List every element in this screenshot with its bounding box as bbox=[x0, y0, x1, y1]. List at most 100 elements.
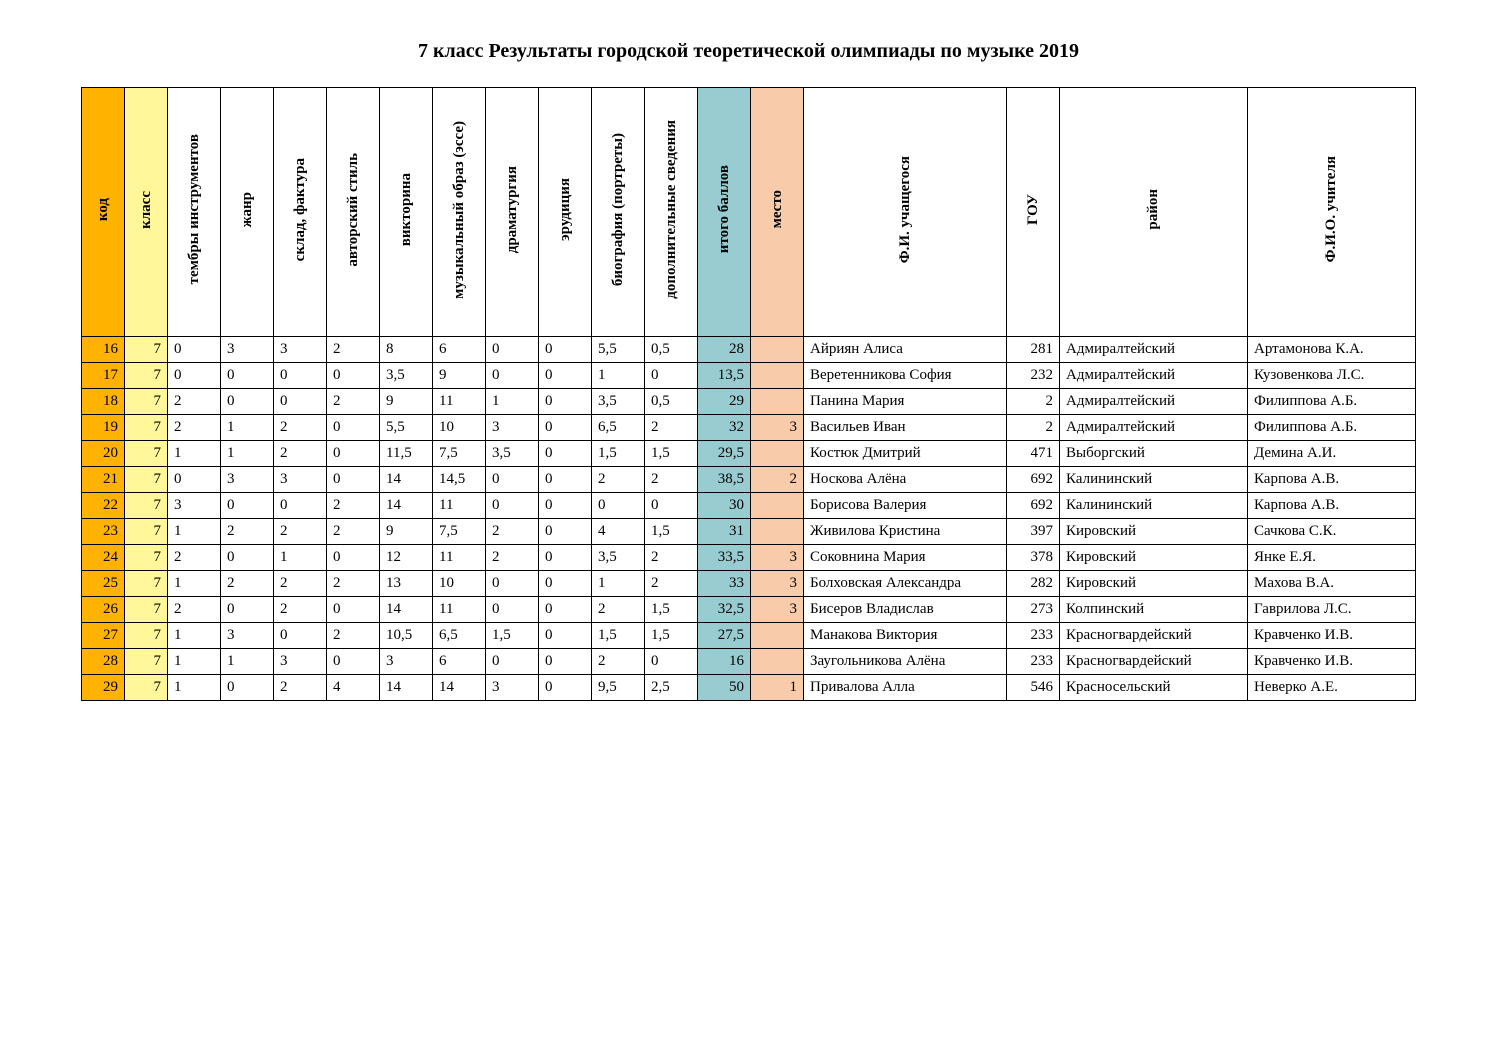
cell-itogo: 27,5 bbox=[698, 623, 751, 649]
cell-c3: 2 bbox=[274, 597, 327, 623]
cell-mesto: 2 bbox=[751, 467, 804, 493]
cell-gou: 232 bbox=[1007, 363, 1060, 389]
column-header-c9: биография (портреты) bbox=[592, 88, 645, 337]
cell-kod: 20 bbox=[82, 441, 125, 467]
cell-klass: 7 bbox=[125, 519, 168, 545]
column-header-c8: эрудиция bbox=[539, 88, 592, 337]
table-header-row: кодкласстембры инструментовжанрсклад, фа… bbox=[82, 88, 1416, 337]
cell-kod: 28 bbox=[82, 649, 125, 675]
cell-c5: 11,5 bbox=[380, 441, 433, 467]
cell-c3: 0 bbox=[274, 493, 327, 519]
cell-c5: 9 bbox=[380, 519, 433, 545]
cell-rayon: Адмиралтейский bbox=[1060, 389, 1248, 415]
cell-c5: 14 bbox=[380, 467, 433, 493]
table-row: 237122297,52041,531Живилова Кристина397К… bbox=[82, 519, 1416, 545]
cell-c2: 0 bbox=[221, 545, 274, 571]
cell-gou: 281 bbox=[1007, 337, 1060, 363]
column-header-c5: викторина bbox=[380, 88, 433, 337]
cell-kod: 25 bbox=[82, 571, 125, 597]
cell-gou: 233 bbox=[1007, 623, 1060, 649]
column-header-label: музыкальный образ (эссе) bbox=[452, 117, 467, 303]
cell-c10: 1,5 bbox=[645, 623, 698, 649]
table-row: 287113036002016Заугольникова Алёна233Кра… bbox=[82, 649, 1416, 675]
table-row: 207112011,57,53,501,51,529,5Костюк Дмитр… bbox=[82, 441, 1416, 467]
cell-c8: 0 bbox=[539, 415, 592, 441]
cell-c6: 10 bbox=[433, 415, 486, 441]
cell-student: Носкова Алёна bbox=[804, 467, 1007, 493]
column-header-label: драматургия bbox=[505, 162, 520, 257]
table-row: 21703301414,5002238,52Носкова Алёна692Ка… bbox=[82, 467, 1416, 493]
cell-c8: 0 bbox=[539, 597, 592, 623]
cell-c8: 0 bbox=[539, 623, 592, 649]
cell-mesto: 3 bbox=[751, 415, 804, 441]
cell-c7: 0 bbox=[486, 649, 539, 675]
cell-itogo: 16 bbox=[698, 649, 751, 675]
cell-c10: 1,5 bbox=[645, 441, 698, 467]
cell-c10: 2 bbox=[645, 415, 698, 441]
cell-gou: 471 bbox=[1007, 441, 1060, 467]
cell-c5: 5,5 bbox=[380, 415, 433, 441]
cell-c6: 11 bbox=[433, 389, 486, 415]
cell-student: Живилова Кристина bbox=[804, 519, 1007, 545]
cell-c8: 0 bbox=[539, 337, 592, 363]
cell-c3: 2 bbox=[274, 571, 327, 597]
cell-student: Борисова Валерия bbox=[804, 493, 1007, 519]
cell-c7: 3,5 bbox=[486, 441, 539, 467]
column-header-itogo: итого баллов bbox=[698, 88, 751, 337]
cell-teacher: Неверко А.Е. bbox=[1248, 675, 1416, 701]
cell-mesto bbox=[751, 363, 804, 389]
column-header-label: тембры инструментов bbox=[187, 130, 202, 288]
cell-mesto bbox=[751, 649, 804, 675]
cell-gou: 2 bbox=[1007, 415, 1060, 441]
cell-c7: 0 bbox=[486, 363, 539, 389]
cell-c7: 0 bbox=[486, 571, 539, 597]
cell-c4: 0 bbox=[327, 415, 380, 441]
cell-c8: 0 bbox=[539, 675, 592, 701]
cell-c1: 0 bbox=[168, 337, 221, 363]
cell-c9: 5,5 bbox=[592, 337, 645, 363]
cell-c8: 0 bbox=[539, 363, 592, 389]
cell-klass: 7 bbox=[125, 597, 168, 623]
cell-c2: 0 bbox=[221, 675, 274, 701]
cell-c2: 1 bbox=[221, 649, 274, 675]
table-row: 277130210,56,51,501,51,527,5Манакова Вик… bbox=[82, 623, 1416, 649]
cell-itogo: 30 bbox=[698, 493, 751, 519]
cell-mesto bbox=[751, 623, 804, 649]
table-row: 19721205,510306,52323Васильев Иван2Адмир… bbox=[82, 415, 1416, 441]
table-row: 22730021411000030Борисова Валерия692Кали… bbox=[82, 493, 1416, 519]
column-header-student: Ф.И. учащегося bbox=[804, 88, 1007, 337]
cell-c10: 1,5 bbox=[645, 519, 698, 545]
cell-student: Манакова Виктория bbox=[804, 623, 1007, 649]
column-header-label: ГОУ bbox=[1026, 190, 1041, 229]
cell-c4: 0 bbox=[327, 597, 380, 623]
cell-c3: 3 bbox=[274, 467, 327, 493]
cell-mesto: 3 bbox=[751, 545, 804, 571]
cell-c8: 0 bbox=[539, 545, 592, 571]
cell-student: Костюк Дмитрий bbox=[804, 441, 1007, 467]
results-table: кодкласстембры инструментовжанрсклад, фа… bbox=[81, 87, 1416, 701]
cell-c1: 1 bbox=[168, 649, 221, 675]
cell-rayon: Калининский bbox=[1060, 493, 1248, 519]
cell-klass: 7 bbox=[125, 389, 168, 415]
cell-c1: 2 bbox=[168, 545, 221, 571]
cell-c10: 2,5 bbox=[645, 675, 698, 701]
cell-c8: 0 bbox=[539, 649, 592, 675]
cell-c9: 1,5 bbox=[592, 441, 645, 467]
cell-c7: 1 bbox=[486, 389, 539, 415]
cell-c1: 1 bbox=[168, 571, 221, 597]
cell-rayon: Калининский bbox=[1060, 467, 1248, 493]
cell-c7: 0 bbox=[486, 467, 539, 493]
cell-student: Соковнина Мария bbox=[804, 545, 1007, 571]
cell-c7: 3 bbox=[486, 675, 539, 701]
cell-c4: 2 bbox=[327, 493, 380, 519]
cell-c8: 0 bbox=[539, 441, 592, 467]
cell-kod: 27 bbox=[82, 623, 125, 649]
cell-teacher: Махова В.А. bbox=[1248, 571, 1416, 597]
cell-itogo: 28 bbox=[698, 337, 751, 363]
cell-teacher: Карпова А.В. bbox=[1248, 467, 1416, 493]
cell-gou: 233 bbox=[1007, 649, 1060, 675]
column-header-gou: ГОУ bbox=[1007, 88, 1060, 337]
column-header-c4: авторский стиль bbox=[327, 88, 380, 337]
cell-teacher: Карпова А.В. bbox=[1248, 493, 1416, 519]
cell-c7: 0 bbox=[486, 337, 539, 363]
